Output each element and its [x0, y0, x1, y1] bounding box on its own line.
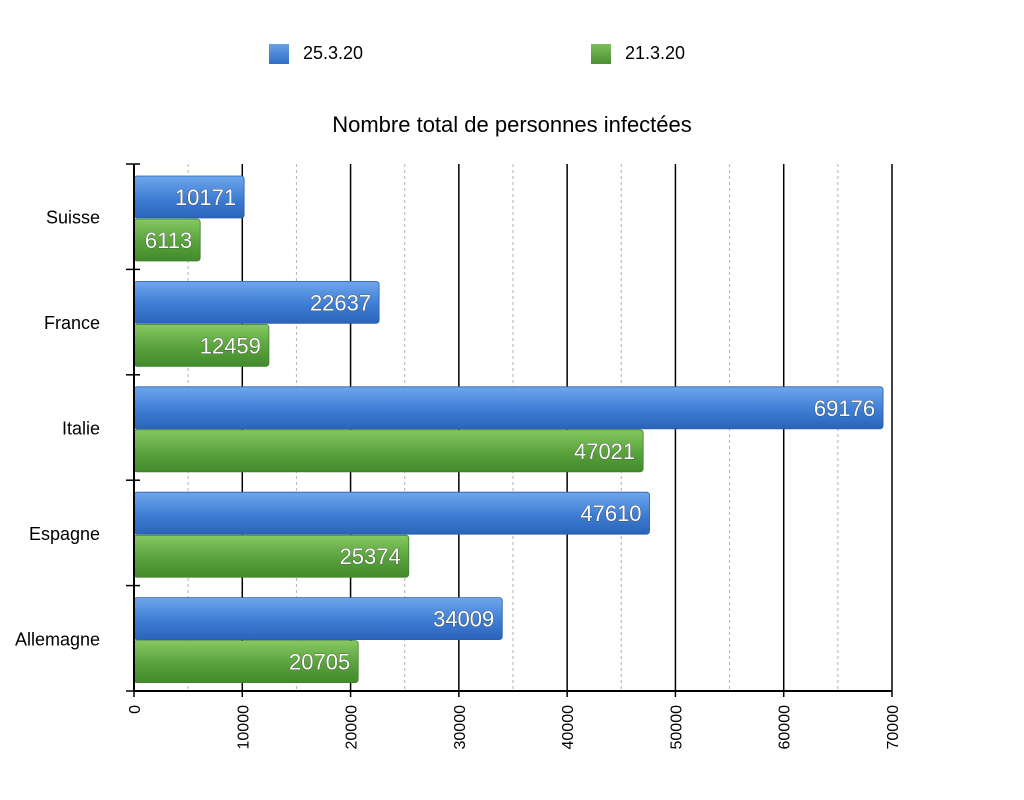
- data-label-series-1: 69176: [814, 396, 875, 421]
- data-label-series-1: 47610: [580, 501, 641, 526]
- bar-series-1: [133, 491, 650, 535]
- category-label: Italie: [62, 419, 100, 439]
- legend-swatch-green: [591, 43, 611, 64]
- chart-title: Nombre total de personnes infectées: [332, 112, 692, 137]
- bar-series-1: [133, 386, 884, 430]
- data-label-series-2: 12459: [200, 333, 261, 358]
- x-tick-label: 10000: [235, 705, 252, 750]
- data-label-series-2: 47021: [574, 439, 635, 464]
- category-label: Suisse: [46, 208, 100, 228]
- x-tick-label: 30000: [452, 705, 469, 750]
- bar-series-2: [133, 429, 644, 473]
- legend-label-series-1: 25.3.20: [303, 43, 364, 63]
- legend-swatch-blue: [269, 43, 289, 64]
- x-tick-label: 50000: [668, 705, 685, 750]
- x-tick-label: 70000: [885, 705, 902, 750]
- category-label: Espagne: [29, 524, 100, 544]
- category-label: Allemagne: [15, 629, 100, 649]
- data-label-series-2: 25374: [340, 544, 401, 569]
- data-label-series-2: 20705: [289, 650, 350, 675]
- legend-item-series-2: 21.3.20: [591, 43, 685, 64]
- x-tick-label: 20000: [344, 705, 361, 750]
- x-tick-label: 40000: [560, 705, 577, 750]
- legend-label-series-2: 21.3.20: [625, 43, 686, 63]
- data-label-series-2: 6113: [145, 228, 192, 253]
- x-tick-label: 0: [127, 705, 144, 714]
- x-tick-label: 60000: [777, 705, 794, 750]
- data-label-series-1: 34009: [433, 607, 494, 632]
- category-label: France: [44, 313, 100, 333]
- legend-item-series-1: 25.3.20: [269, 43, 363, 64]
- data-label-series-1: 22637: [310, 290, 371, 315]
- data-label-series-1: 10171: [175, 185, 236, 210]
